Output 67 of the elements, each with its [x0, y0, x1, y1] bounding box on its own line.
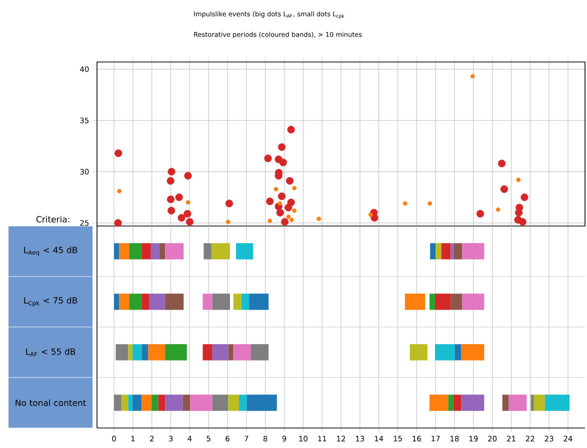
- point: [114, 149, 122, 158]
- point: [500, 185, 508, 193]
- bar: [435, 344, 455, 360]
- point: [178, 214, 186, 222]
- point: [166, 177, 174, 185]
- point: [284, 204, 292, 212]
- point: [186, 218, 194, 226]
- bar: [453, 394, 462, 411]
- bar: [228, 394, 240, 411]
- point: [264, 154, 272, 162]
- bar: [246, 394, 277, 411]
- point: [274, 186, 278, 192]
- y-tick-label: L$_{Aeq}$ < 45 dB: [24, 246, 78, 256]
- point: [516, 178, 521, 182]
- point: [279, 158, 287, 166]
- bar: [436, 243, 442, 260]
- point: [225, 200, 234, 208]
- y-axis-title: Criteria:: [36, 216, 70, 222]
- point: [496, 207, 500, 212]
- point: [498, 160, 506, 168]
- point: [518, 218, 526, 226]
- point: [286, 177, 294, 185]
- bar: [462, 243, 484, 260]
- point: [287, 126, 295, 134]
- point: [476, 210, 484, 218]
- point: [184, 210, 192, 218]
- point: [316, 216, 322, 222]
- point: [292, 208, 296, 213]
- bar: [534, 394, 545, 411]
- bar: [530, 394, 534, 411]
- y-tick-label: L$_{AF}$ < 55 dB: [26, 348, 76, 356]
- bar: [508, 394, 527, 411]
- point: [370, 214, 378, 222]
- point: [368, 212, 373, 217]
- point: [184, 172, 192, 180]
- bar: [410, 344, 428, 360]
- point: [470, 74, 475, 79]
- point: [226, 220, 230, 224]
- bar: [544, 394, 570, 411]
- point: [428, 201, 432, 206]
- point: [520, 194, 528, 202]
- point: [278, 143, 286, 151]
- point: [278, 201, 282, 206]
- bar: [454, 344, 462, 360]
- point: [166, 196, 175, 204]
- point: [276, 208, 284, 216]
- point: [292, 186, 296, 190]
- point: [168, 168, 176, 176]
- point: [281, 218, 289, 226]
- point: [186, 200, 190, 205]
- y-tick-label: No tonal content: [16, 399, 86, 406]
- bar: [502, 394, 509, 411]
- bar: [462, 294, 484, 310]
- bar: [461, 394, 484, 411]
- point: [175, 194, 183, 202]
- point: [289, 218, 294, 222]
- point: [286, 214, 291, 219]
- y-tick-label: L$_{Cpk}$ < 75 dB: [24, 297, 78, 306]
- point: [402, 201, 408, 206]
- point: [114, 219, 122, 227]
- point: [515, 208, 523, 216]
- point: [268, 218, 272, 224]
- point: [117, 188, 122, 194]
- bar: [239, 394, 247, 411]
- point: [168, 206, 176, 214]
- point: [266, 198, 274, 206]
- point: [278, 192, 286, 200]
